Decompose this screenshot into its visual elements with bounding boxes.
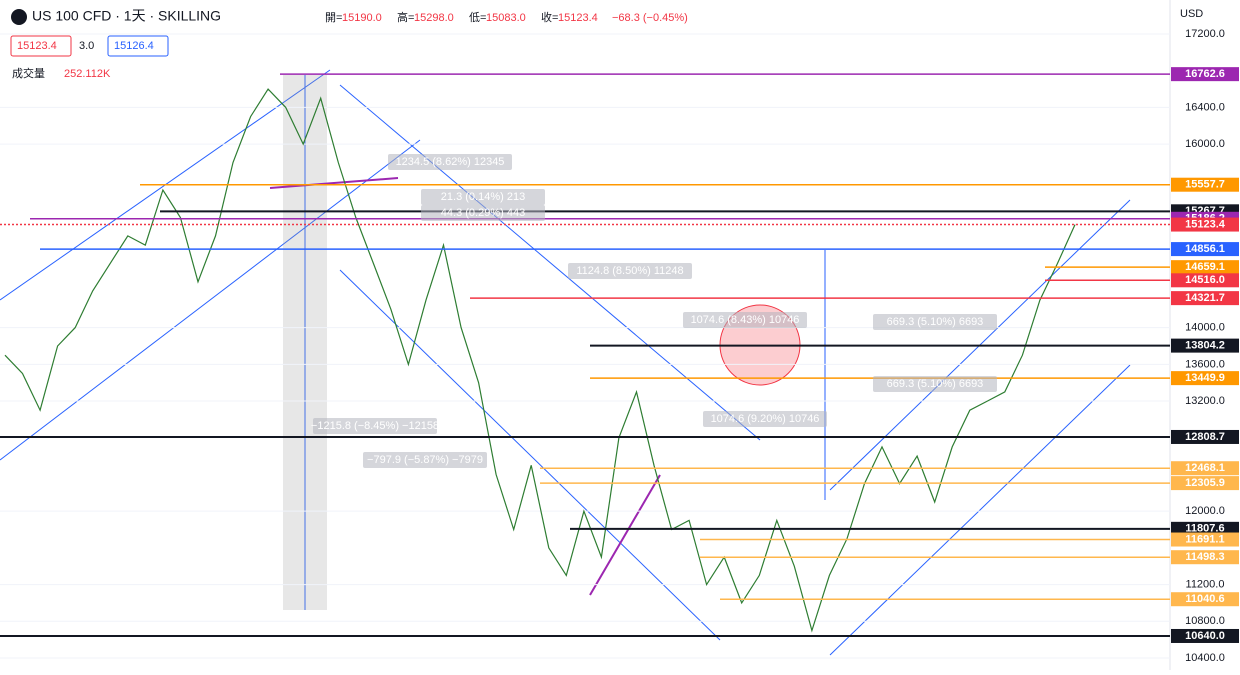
annotation: 1124.8 (8.50%) 11248 [576,265,683,277]
channel-line [339,269,721,641]
level-tag [1171,260,1239,275]
level-label: 14856.1 [1185,243,1225,255]
purple-line [589,474,661,596]
y-tick-label: 16000.0 [1185,138,1225,150]
annotation: −1215.8 (−8.45%) −12158 [311,420,439,432]
level-tag [1171,371,1239,386]
ohlc-value: 15083.0 [486,12,526,24]
level-label: 13449.9 [1185,372,1225,384]
level-tag [1171,461,1239,476]
annotation-box [313,418,437,434]
channel-line [829,364,1131,656]
ask-box[interactable] [107,35,169,57]
annotation: 669.3 (5.10%) 6693 [887,316,984,328]
annotation: 44.3 (0.29%) 443 [441,207,525,219]
ohlc-label: 收= [541,10,558,24]
annotation-box [873,376,997,392]
level-tag [1171,291,1239,306]
annotation-box [363,452,487,468]
annotation-box [421,189,545,205]
level-label: 16762.6 [1185,68,1225,80]
ohlc-value: 15190.0 [342,12,382,24]
level-label: 11691.1 [1185,533,1224,545]
annotation-box [388,154,512,170]
level-label: 14516.0 [1185,274,1225,286]
y-tick-label: 11200.0 [1186,578,1225,590]
level-label: 13804.2 [1185,340,1225,352]
volume-label: 成交量 [12,66,45,80]
level-tag [1171,628,1239,643]
level-tag [1171,550,1239,565]
level-tag [1171,273,1239,288]
level-tag [1171,429,1239,444]
level-tag [1171,476,1239,491]
ask: 15126.4 [114,40,154,52]
level-tag [1171,177,1239,192]
range-box [283,75,327,610]
ohlc-label: 開= [325,11,342,24]
y-tick-label: 14000.0 [1185,322,1225,334]
level-label: 15557.7 [1185,179,1225,191]
ohlc-change: −68.3 (−0.45%) [612,12,688,24]
annotation: 1074.6 (8.43%) 10746 [691,314,800,326]
annotation: 21.3 (0.14%) 213 [441,191,525,203]
level-tag [1171,532,1239,547]
level-tag [1171,338,1239,353]
level-label: 14321.7 [1185,292,1225,304]
annotation: 1234.5 (8.62%) 12345 [396,156,505,168]
y-tick-label: 13600.0 [1185,358,1225,370]
annotation-box [683,312,807,328]
price-line [4,88,1076,633]
channel-line [0,139,421,461]
y-tick-label: 13200.0 [1185,395,1225,407]
level-label: 12468.1 [1185,462,1225,474]
level-label: 12305.9 [1185,477,1225,489]
annotation-box [873,314,997,330]
annotation: 1074.6 (9.20%) 10746 [711,413,820,425]
spread: 3.0 [79,40,94,52]
level-label: 14659.1 [1185,261,1225,273]
y-tick-label: 10400.0 [1185,652,1225,664]
channel-line [339,84,761,441]
level-tag [1171,67,1239,82]
bid-box[interactable] [10,35,72,57]
y-tick-label: 17200.0 [1185,28,1225,40]
level-label: 12808.7 [1185,431,1225,443]
annotation-box [703,411,827,427]
level-tag [1171,521,1239,536]
ohlc-label: 高= [397,10,414,24]
level-label: 11498.3 [1185,551,1224,563]
annotation-box [568,263,692,279]
bid: 15123.4 [17,40,57,52]
level-label: 10640.0 [1185,630,1225,642]
annotation: 669.3 (5.10%) 6693 [887,378,984,390]
currency[interactable]: USD [1180,8,1203,20]
level-label: 11807.6 [1185,523,1224,535]
purple-line [269,177,399,189]
level-tag [1171,592,1239,607]
drawings [0,69,1131,656]
ohlc-label: 低= [469,11,486,24]
ohlc: 開= 15190.0 高= 15298.0 低= 15083.0 收= 1512… [325,10,688,24]
symbol: US 100 CFD · 1天 · SKILLING [32,8,221,24]
level-tag [1171,217,1239,232]
y-tick-label: 16400.0 [1185,101,1225,113]
level-label: 15123.4 [1185,218,1226,230]
level-tag [1171,242,1239,257]
annotation-box [421,205,545,221]
volume-value: 252.112K [64,68,111,80]
ohlc-value: 15123.4 [558,12,598,24]
symbol-icon [11,9,27,25]
y-tick-label: 10800.0 [1185,615,1225,627]
y-tick-label: 12000.0 [1185,505,1225,517]
ohlc-value: 15298.0 [414,12,454,24]
level-label: 11040.6 [1185,593,1224,605]
annotation: −797.9 (−5.87%) −7979 [367,454,483,466]
